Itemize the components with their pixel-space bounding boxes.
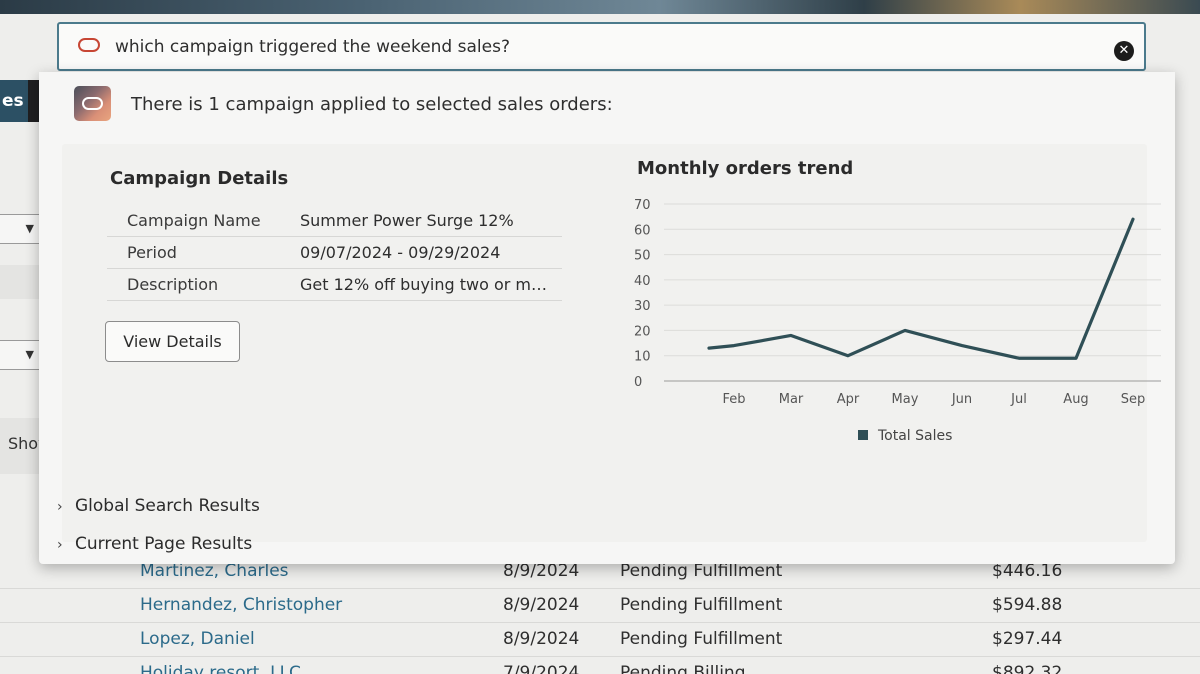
detail-label: Period (127, 243, 177, 262)
nav-tab-partial[interactable]: es (0, 80, 28, 122)
order-amount: $297.44 (992, 629, 1063, 649)
y-tick-label: 0 (634, 375, 642, 390)
assistant-results-panel: There is 1 campaign applied to selected … (39, 72, 1175, 564)
detail-value: 09/07/2024 - 09/29/2024 (300, 243, 501, 262)
order-status: Pending Billing (620, 663, 746, 674)
current-page-results-toggle[interactable]: › Current Page Results (57, 534, 252, 554)
x-tick-label: Jun (951, 392, 972, 407)
order-status: Pending Fulfillment (620, 561, 783, 581)
detail-row: Description Get 12% off buying two or mo… (107, 269, 562, 301)
campaign-details-table: Campaign Name Summer Power Surge 12% Per… (107, 205, 562, 301)
customer-link[interactable]: Martinez, Charles (140, 561, 289, 581)
x-tick-label: Sep (1121, 392, 1146, 407)
chevron-right-icon: › (57, 537, 63, 553)
y-tick-label: 30 (634, 299, 651, 314)
chevron-down-icon: ▼ (25, 348, 34, 361)
view-details-button[interactable]: View Details (105, 321, 240, 362)
legend-label: Total Sales (877, 428, 952, 444)
table-row[interactable]: Holiday resort, LLC 7/9/2024 Pending Bil… (0, 657, 1200, 674)
table-row[interactable]: Lopez, Daniel 8/9/2024 Pending Fulfillme… (0, 623, 1200, 657)
order-amount: $594.88 (992, 595, 1063, 615)
table-row[interactable]: Hernandez, Christopher 8/9/2024 Pending … (0, 589, 1200, 623)
order-date: 8/9/2024 (503, 561, 580, 581)
y-tick-label: 60 (634, 223, 651, 238)
monthly-orders-chart: 0 10 20 30 40 50 60 70 Feb Mar Apr May Jun Jul Aug Sep T… (634, 198, 1161, 444)
series-line-total-sales (707, 217, 1135, 360)
order-date: 8/9/2024 (503, 629, 580, 649)
close-icon[interactable]: ✕ (1114, 41, 1134, 61)
customer-link[interactable]: Hernandez, Christopher (140, 595, 343, 615)
chart-title: Monthly orders trend (637, 158, 854, 179)
x-tick-label: Mar (779, 392, 804, 407)
legend-swatch (858, 430, 868, 440)
order-status: Pending Fulfillment (620, 629, 783, 649)
chevron-down-icon: ▼ (25, 222, 34, 235)
chevron-right-icon: › (57, 499, 63, 515)
x-tick-label: Jul (1010, 392, 1027, 407)
detail-label: Campaign Name (127, 211, 261, 230)
detail-value: Get 12% off buying two or mo... (300, 275, 555, 294)
order-date: 7/9/2024 (503, 663, 580, 674)
search-input[interactable] (115, 34, 1075, 60)
detail-row: Period 09/07/2024 - 09/29/2024 (107, 237, 562, 269)
table-row[interactable]: Martinez, Charles 8/9/2024 Pending Fulfi… (0, 555, 1200, 589)
campaign-details-title: Campaign Details (110, 168, 289, 189)
campaign-card (62, 144, 1147, 542)
order-amount: $446.16 (992, 561, 1063, 581)
accordion-label: Global Search Results (75, 496, 260, 516)
accordion-label: Current Page Results (75, 534, 253, 554)
y-tick-label: 50 (634, 249, 651, 264)
app-header-strip (0, 0, 1200, 14)
x-tick-label: Apr (837, 392, 860, 407)
x-tick-label: May (892, 392, 919, 407)
order-status: Pending Fulfillment (620, 595, 783, 615)
global-search-results-toggle[interactable]: › Global Search Results (57, 496, 260, 516)
x-tick-label: Aug (1063, 392, 1088, 407)
ai-search-bar: ✕ (57, 22, 1146, 71)
x-tick-label: Feb (722, 392, 745, 407)
oracle-logo-icon (82, 97, 103, 110)
assistant-answer: There is 1 campaign applied to selected … (131, 94, 613, 115)
show-label: Shov (8, 434, 48, 453)
y-tick-label: 20 (634, 324, 651, 339)
detail-row: Campaign Name Summer Power Surge 12% (107, 205, 562, 237)
oracle-logo-icon (78, 38, 100, 52)
assistant-avatar (74, 86, 111, 121)
y-tick-label: 70 (634, 198, 651, 213)
y-tick-label: 10 (634, 350, 651, 365)
order-amount: $892.32 (992, 663, 1063, 674)
customer-link[interactable]: Holiday resort, LLC (140, 663, 301, 674)
customer-link[interactable]: Lopez, Daniel (140, 629, 255, 649)
detail-value: Summer Power Surge 12% (300, 211, 514, 230)
detail-label: Description (127, 275, 219, 294)
y-tick-label: 40 (634, 274, 651, 289)
order-date: 8/9/2024 (503, 595, 580, 615)
